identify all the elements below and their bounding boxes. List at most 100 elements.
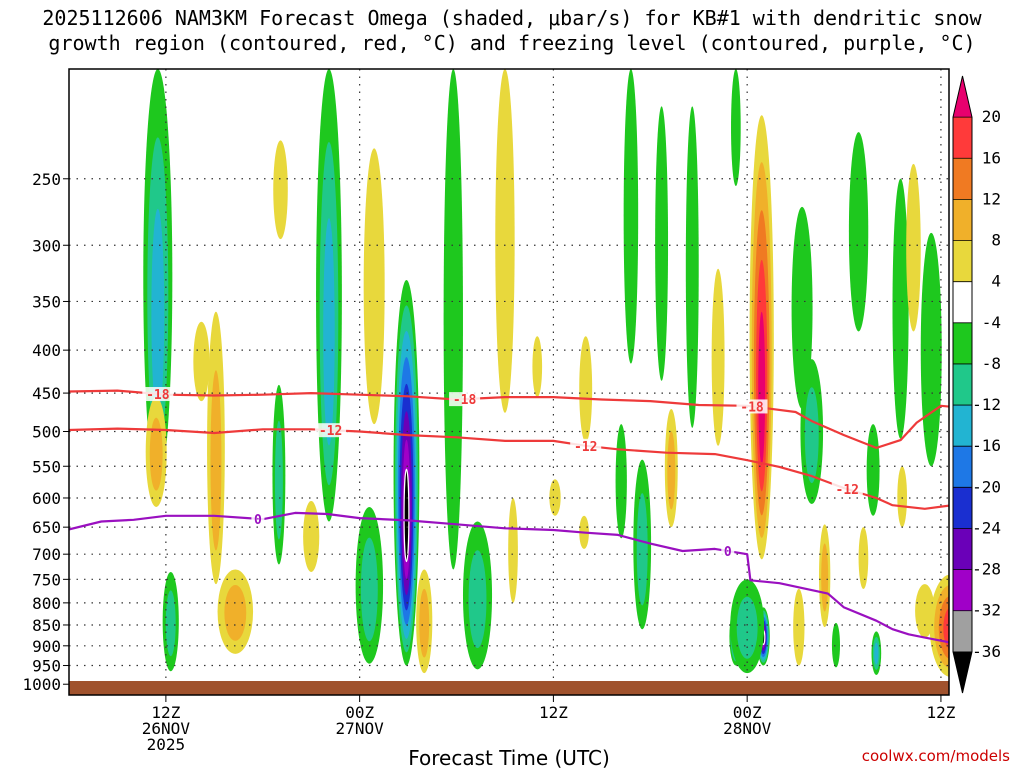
omega-shade-level [897,466,908,528]
colorbar-swatch [953,569,972,612]
x-tick-label: 28NOV [723,719,772,738]
colorbar-swatch [953,405,972,447]
omega-shade-level [403,468,410,563]
contour-label-bg [736,399,768,414]
colorbar-swatch [953,199,972,242]
omega-cell [906,163,921,332]
omega-shade-level [224,584,247,641]
y-tick-label: 850 [32,616,61,635]
omega-shade-level [508,497,518,603]
colorbar-label: -4 [982,313,1001,332]
y-tick-label: 950 [32,657,61,676]
omega-cell [831,622,841,668]
omega-shade-level [495,69,515,413]
contour-dgz-minus18: -18 -18 -18 [69,387,949,449]
omega-shade-level [731,69,741,187]
colorbar-swatch [953,240,972,283]
x-tick-label: 12Z [926,703,955,722]
omega-cell [920,232,942,467]
x-tick-label: 12Z [151,703,180,722]
omega-cell [664,408,678,528]
chart-title-line-1: 2025112606 NAM3KM Forecast Omega (shaded… [42,6,982,30]
colorbar-label: 16 [982,148,1001,167]
omega-shade-level [165,590,176,657]
contour-label-bg [570,438,602,453]
y-tick-label: 450 [32,384,61,403]
colorbar-swatch [953,487,972,529]
y-tick-label: 300 [32,236,61,255]
omega-cell [615,424,627,539]
y-tick-label: 250 [32,170,61,189]
omega-cell [793,588,805,666]
omega-cell [623,69,639,364]
omega-shade-level [793,588,805,666]
colorbar-label: -20 [972,477,1001,496]
omega-cell [655,106,669,381]
y-tick-label: 500 [32,423,61,442]
colorbar-swatch [953,158,972,200]
omega-shade-level [906,163,921,332]
colorbar-swatch [953,528,972,571]
omega-shade-level [360,537,378,642]
omega-shade-level [892,178,909,439]
y-tick-label: 900 [32,637,61,656]
omega-cell [443,69,463,570]
colorbar: 20 16 12 8 4 -4 -8 -12 -16 -20 -24 -28 -32 -36 [952,75,1001,694]
omega-shade-level [363,148,385,425]
omega-shade-level [443,69,463,570]
colorbar-label: -36 [972,642,1001,661]
omega-shading-layer [143,69,949,677]
omega-shade-level [804,387,819,484]
contour-freezing-level: 00 [69,511,949,644]
omega-cell [892,178,909,439]
x-tick-label: 26NOV [142,719,191,738]
omega-cell [193,321,210,402]
contour-label: 0 [724,545,732,560]
omega-shade-level [915,584,935,638]
y-tick-label: 700 [32,545,61,564]
contour-label: -12 [836,483,859,498]
omega-shade-level [193,321,210,402]
omega-shade-level [323,218,335,446]
omega-cell [495,69,515,413]
colorbar-label: -16 [972,436,1001,455]
omega-cell [363,148,385,425]
omega-cell [303,501,320,572]
omega-cell [143,69,173,486]
colorbar-label: 12 [982,189,1001,208]
omega-shade-level [623,69,639,364]
contour-label: -18 [740,400,764,415]
omega-shade-level [615,424,627,539]
plot-frame [68,68,950,696]
omega-shade-level [831,622,841,668]
omega-cell [711,268,725,446]
colorbar-swatch [953,322,972,365]
contour-label: -18 [146,388,170,403]
contour-dgz-minus12: -12 -12 -12 [69,423,949,510]
omega-shade-level [549,479,561,516]
x-tick-label: 2025 [147,735,186,754]
omega-cell [791,206,813,409]
y-tick-label: 350 [32,292,61,311]
omega-cell [532,336,543,398]
omega-shade-level [579,336,593,443]
omega-shade-level [874,642,879,665]
omega-shade-level [920,232,942,467]
omega-shade-level [858,527,869,589]
y-tick-label: 400 [32,341,61,360]
colorbar-label: 20 [982,107,1001,126]
contour-label: -12 [574,440,597,455]
contour-line [69,389,949,449]
omega-shade-level [791,206,813,409]
omega-shade-level [848,132,869,332]
omega-shade-level [685,106,699,428]
contour-label: 0 [254,513,262,528]
omega-cell [508,497,518,603]
omega-cell [393,280,420,666]
contour-line [69,427,949,510]
omega-cell [866,424,880,516]
y-tick-label: 1000 [22,675,61,694]
colorbar-label: -28 [972,560,1001,579]
